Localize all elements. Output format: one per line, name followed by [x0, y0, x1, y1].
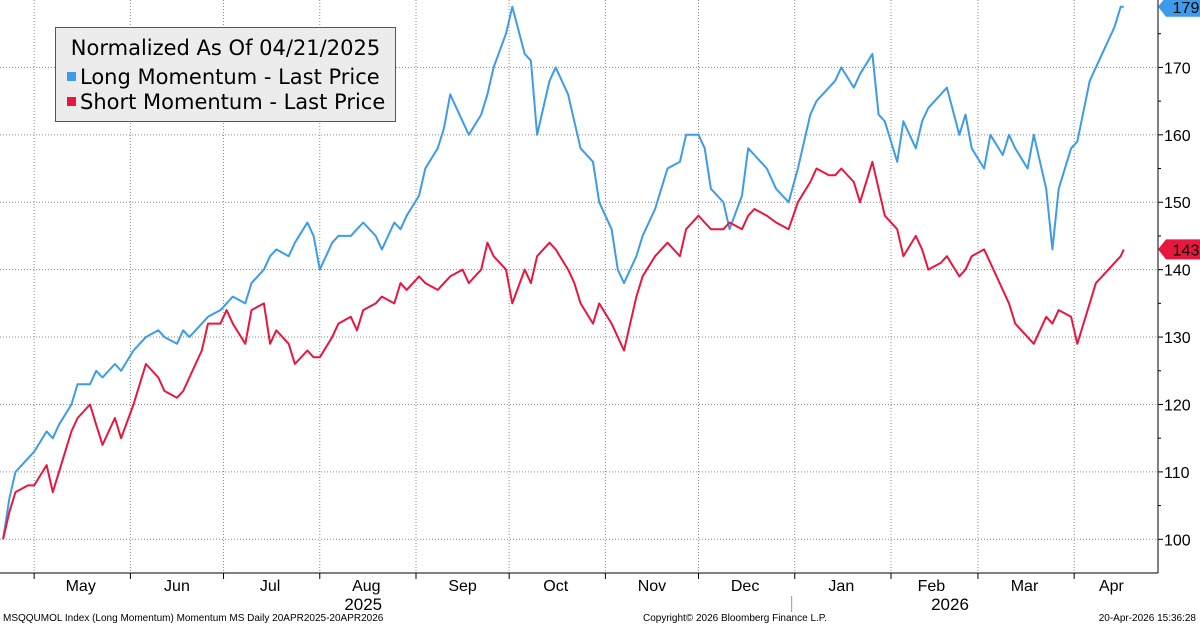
last-value-tag-long: 179: [1158, 0, 1200, 17]
legend-entry-long: Long Momentum - Last Price: [67, 65, 380, 89]
tag-label: 179: [1173, 0, 1200, 17]
series-lines: [2, 5, 1125, 540]
x-tick-label-12: Apr: [1099, 578, 1125, 595]
tag-label: 143: [1173, 242, 1200, 259]
y-tick-label-130: 130: [1164, 330, 1191, 347]
x-tick-label-4: Aug: [352, 578, 380, 595]
y-tick-label-150: 150: [1164, 195, 1191, 212]
legend-label-short: Short Momentum - Last Price: [80, 90, 386, 114]
last-value-tags: 179 143: [1158, 0, 1200, 260]
y-tick-label-100: 100: [1164, 532, 1191, 549]
last-value-tag-short: 143: [1158, 239, 1200, 260]
legend-swatch-long: [67, 72, 76, 81]
y-tick-label-170: 170: [1164, 60, 1191, 77]
legend: Normalized As Of 04/21/2025 Long Momentu…: [55, 27, 396, 122]
x-tick-label-2: Jun: [164, 578, 190, 595]
series-line-short: [2, 160, 1125, 540]
x-tick-label-10: Feb: [918, 578, 946, 595]
grid-lines: [0, 0, 1158, 573]
y-tick-label-160: 160: [1164, 128, 1191, 145]
x-tick-label-5: Sep: [448, 578, 477, 595]
x-tick-label-9: Jan: [828, 578, 854, 595]
y-axis: 100 110 120 130 140 150 160 170: [1157, 0, 1191, 573]
tag-background: [1158, 0, 1200, 17]
x-year-label-2026: 2026: [931, 595, 969, 614]
x-tick-label-8: Dec: [731, 578, 759, 595]
legend-entry-short: Short Momentum - Last Price: [67, 90, 385, 114]
footer-source: MSQQUMOL Index (Long Momentum) Momentum …: [3, 613, 384, 624]
y-tick-label-140: 140: [1164, 263, 1191, 280]
legend-swatch-short: [67, 97, 76, 106]
legend-title: Normalized As Of 04/21/2025: [70, 36, 381, 60]
legend-label-long: Long Momentum - Last Price: [80, 65, 380, 89]
footer-copyright: Copyright© 2026 Bloomberg Finance L.P.: [643, 613, 827, 624]
tag-background: [1158, 239, 1200, 260]
y-tick-label-120: 120: [1164, 397, 1191, 414]
x-tick-label-1: May: [66, 578, 96, 595]
series-line-long: [2, 5, 1124, 540]
x-year-label-2025: 2025: [344, 595, 382, 614]
footer-timestamp: 20-Apr-2026 15:36:28: [1098, 613, 1196, 624]
y-tick-label-110: 110: [1164, 465, 1190, 482]
x-tick-label-11: Mar: [1011, 578, 1039, 595]
x-tick-label-6: Oct: [543, 578, 568, 595]
x-tick-label-7: Nov: [638, 578, 666, 595]
x-tick-label-3: Jul: [260, 578, 280, 595]
x-axis: AprMayJunJulAugSepOctNovDecJanFebMarApr2…: [0, 572, 1158, 614]
